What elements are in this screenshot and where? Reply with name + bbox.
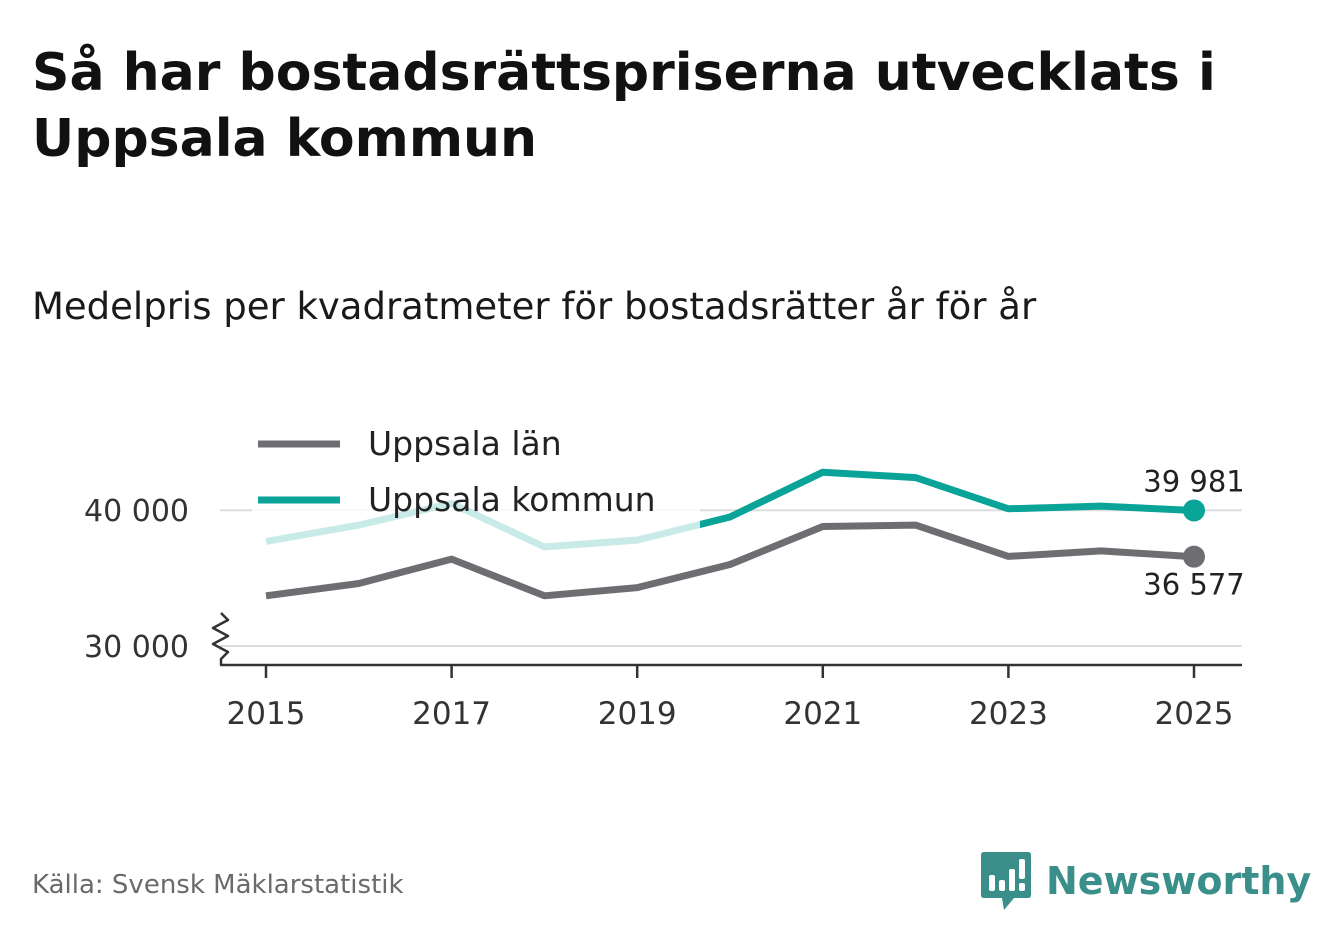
chart-title: Så har bostadsrättspriserna utvecklats i… xyxy=(32,43,1216,169)
chart-subtitle: Medelpris per kvadratmeter för bostadsrä… xyxy=(32,285,1037,328)
x-tick-label: 2023 xyxy=(969,696,1048,732)
series-end-label: 39 981 xyxy=(1143,464,1244,498)
series-end-point xyxy=(1183,499,1205,522)
series-line-0 xyxy=(265,521,1195,600)
series-end-point xyxy=(1183,545,1205,568)
x-tick-label: 2019 xyxy=(598,696,677,732)
label-layer: 36 577 39 981 xyxy=(1143,464,1244,601)
x-tick-label: 2017 xyxy=(412,696,491,732)
axis-layer: 2015 2017 2019 2021 2023 2025 xyxy=(211,612,1242,732)
axis-break-icon xyxy=(211,612,230,665)
source-note: Källa: Svensk Mäklarstatistik xyxy=(32,870,404,900)
x-tick-label: 2021 xyxy=(783,696,862,732)
brand-logo: Newsworthy xyxy=(980,846,1311,916)
x-tick-label: 2025 xyxy=(1155,696,1234,732)
line-chart: 30 000 40 000 2015 2017 2019 2021 2023 2025 Up… xyxy=(84,422,1245,732)
y-tick-label: 30 000 xyxy=(84,630,189,665)
legend-label: Uppsala kommun xyxy=(368,480,656,519)
series-end-label: 36 577 xyxy=(1143,568,1244,602)
legend-label: Uppsala län xyxy=(368,424,562,463)
x-tick-label: 2015 xyxy=(227,696,306,732)
legend: Uppsala län Uppsala kommun xyxy=(252,422,700,554)
y-tick-label: 40 000 xyxy=(84,494,189,529)
brand-name: Newsworthy xyxy=(1046,859,1312,903)
bar-chart-speech-bubble-icon xyxy=(981,852,1031,910)
